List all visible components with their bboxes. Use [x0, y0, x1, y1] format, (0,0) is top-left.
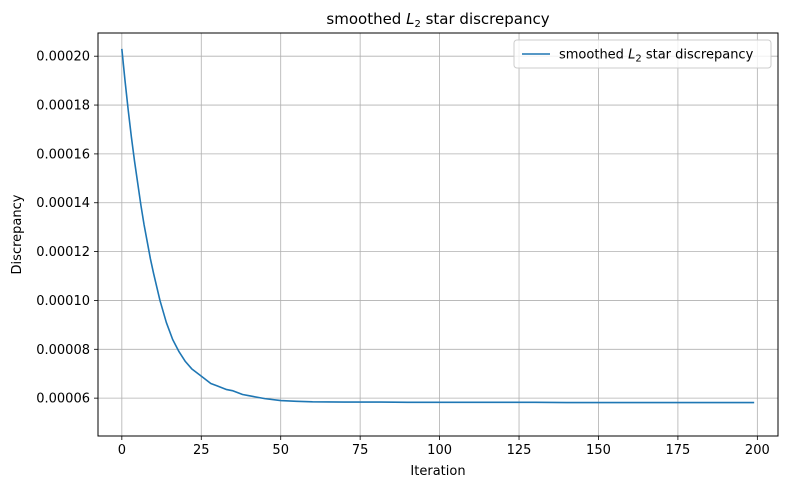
- y-tick-label: 0.00014: [36, 196, 90, 211]
- y-tick-label: 0.00018: [36, 99, 90, 114]
- x-tick-label: 150: [586, 443, 611, 458]
- legend-label-pre: smoothed: [559, 48, 628, 63]
- chart-title: smoothed L2 star discrepancy: [326, 10, 549, 30]
- x-tick-label: 75: [352, 443, 369, 458]
- chart-title-symbol: L: [406, 10, 414, 28]
- chart-title-pre: smoothed: [326, 10, 406, 28]
- series-line: [121, 48, 755, 404]
- x-tick-label: 175: [665, 443, 690, 458]
- series-layer: [121, 48, 755, 404]
- x-tick-label: 125: [507, 443, 532, 458]
- legend-label: smoothed L2 star discrepancy: [559, 48, 754, 65]
- y-tick-label: 0.00008: [36, 343, 90, 358]
- x-tick-label: 0: [118, 443, 126, 458]
- x-tick-label: 100: [427, 443, 452, 458]
- legend-box: [513, 39, 772, 69]
- y-axis-label: Discrepancy: [10, 194, 25, 274]
- y-tick-label: 0.00010: [36, 294, 90, 309]
- ticks: 0 25 50 75 100 125 150 175 200 0.00006 0.00008 0.00…: [36, 50, 770, 458]
- legend-label-subscript: 2: [635, 54, 641, 65]
- legend: smoothed L2 star discrepancy: [513, 39, 772, 69]
- y-tick-label: 0.00020: [36, 50, 90, 65]
- x-axis-label: Iteration: [410, 464, 465, 479]
- y-tick-label: 0.00012: [36, 245, 90, 260]
- chart-title-subscript: 2: [414, 19, 420, 30]
- y-tick-label: 0.00006: [36, 392, 90, 407]
- grid: [98, 33, 778, 436]
- legend-label-post: star discrepancy: [642, 48, 754, 63]
- y-tick-label: 0.00016: [36, 147, 90, 162]
- legend-label-symbol: L: [628, 48, 635, 63]
- plot-frame: [97, 32, 779, 437]
- x-tick-label: 25: [193, 443, 210, 458]
- x-tick-label: 50: [272, 443, 289, 458]
- chart-title-post: star discrepancy: [421, 10, 550, 28]
- x-tick-label: 200: [745, 443, 770, 458]
